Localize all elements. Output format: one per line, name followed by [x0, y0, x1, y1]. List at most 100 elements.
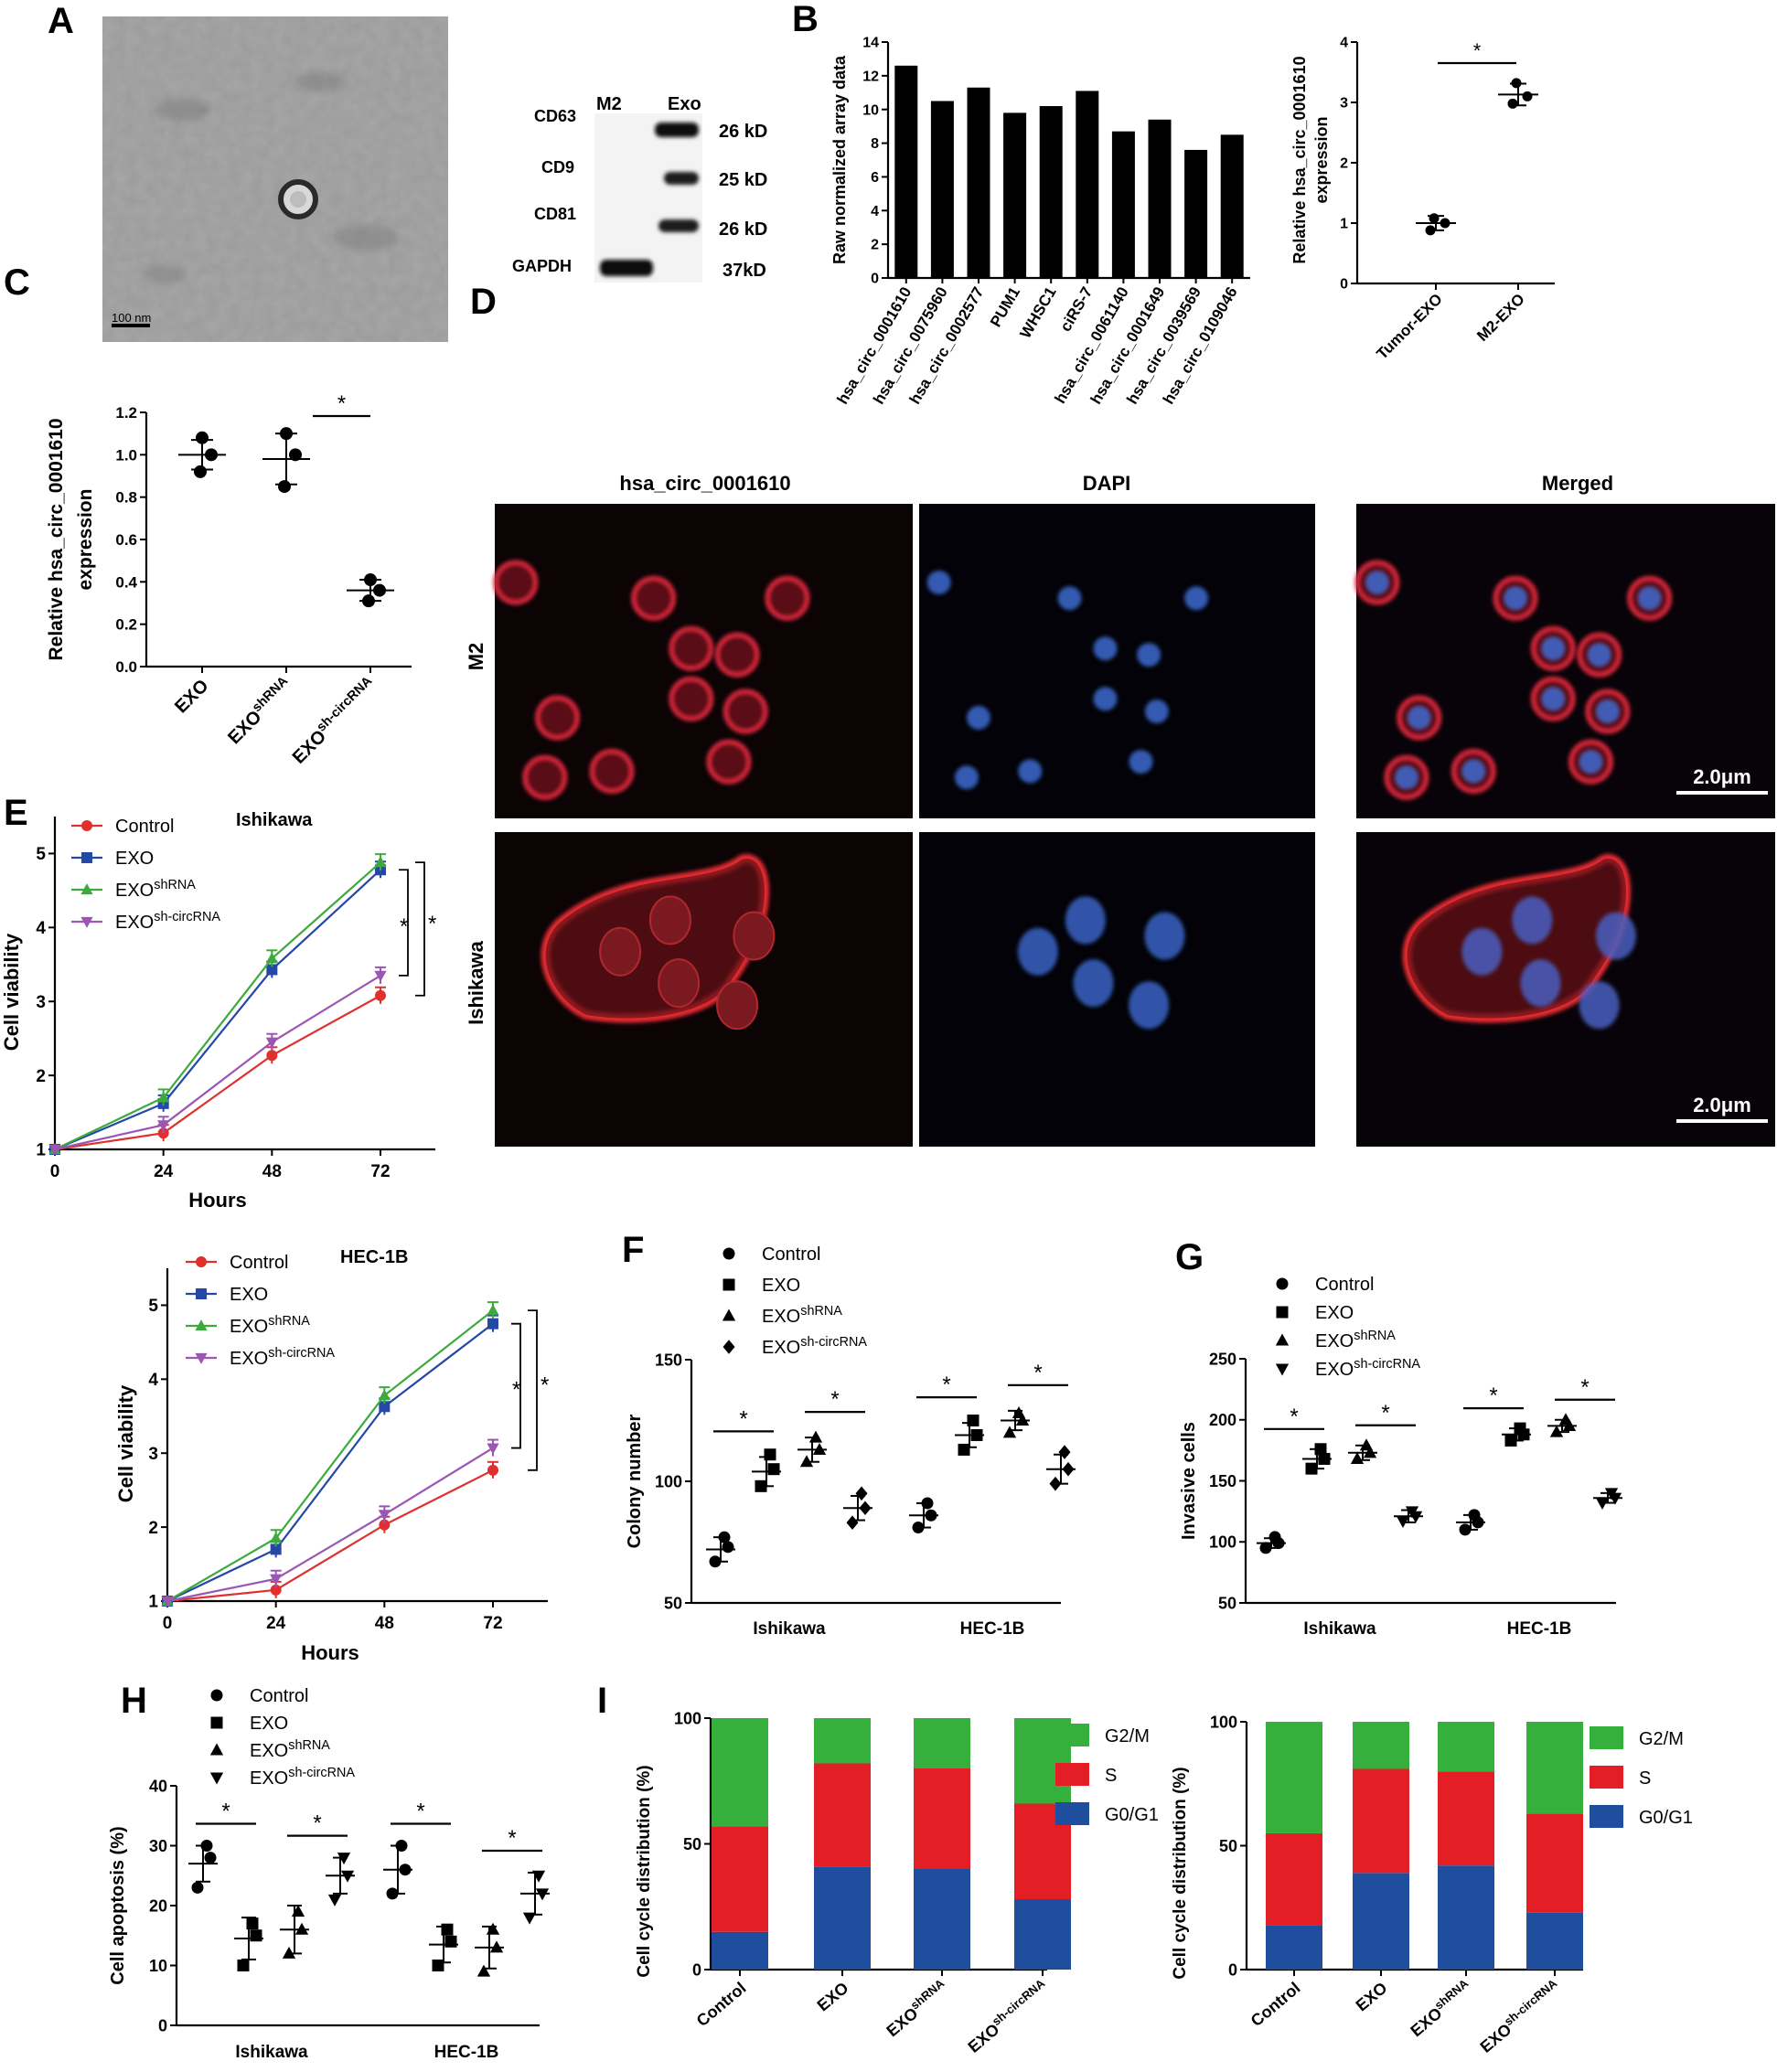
- y-tick-label: 40: [149, 1777, 167, 1795]
- legend-marker: [80, 916, 93, 928]
- legend-label: Control: [250, 1686, 308, 1706]
- data-point: [535, 1888, 550, 1901]
- significance-mark: *: [1473, 39, 1482, 62]
- data-point: [1507, 98, 1518, 109]
- legend-label: G0/G1: [1105, 1805, 1159, 1825]
- legend-marker: [210, 1689, 223, 1702]
- data-point: [487, 1318, 498, 1330]
- significance-mark: *: [1580, 1375, 1589, 1400]
- data-point: [266, 1050, 278, 1062]
- data-point: [1608, 1492, 1622, 1505]
- significance-mark: *: [512, 1378, 520, 1403]
- legend-label: EXOshRNA: [250, 1738, 330, 1761]
- y-tick-label: 0.6: [115, 531, 137, 549]
- stacked-bar-segment: [914, 1718, 970, 1768]
- stacked-bar-segment: [1266, 1722, 1322, 1833]
- stacked-bar-segment: [1353, 1768, 1409, 1874]
- data-point: [476, 1964, 491, 1977]
- legend-label: EXO: [250, 1714, 288, 1734]
- nucleus: [1057, 586, 1082, 611]
- significance-mark: *: [1381, 1401, 1389, 1426]
- y-tick-label: 12: [862, 69, 879, 84]
- data-point: [764, 1448, 776, 1461]
- legend-marker: [723, 1340, 735, 1354]
- panel-letter-e: E: [4, 793, 28, 833]
- x-tick-label: 0: [50, 1162, 60, 1181]
- chart-i-cellcycle-2: 0 50 100 Cell cycle distribution (%) Control…: [1171, 1713, 1693, 2056]
- nucleus: [1093, 687, 1118, 711]
- data-point: [1425, 225, 1436, 236]
- nucleus: [1512, 896, 1553, 945]
- legend-marker: [1275, 1363, 1290, 1376]
- data-point: [1562, 1418, 1577, 1431]
- panel-letter-i: I: [597, 1681, 607, 1721]
- cell-membrane-signal: [765, 575, 810, 621]
- significance-bracket: [415, 861, 425, 997]
- legend-label: Control: [115, 817, 174, 837]
- y-tick-label: 50: [664, 1594, 682, 1612]
- legend-label: Control: [762, 1244, 820, 1265]
- d-col-circ: hsa_circ_0001610: [619, 472, 790, 495]
- significance-mark: *: [416, 1800, 424, 1824]
- data-point: [1272, 1537, 1285, 1550]
- data-point: [1015, 1414, 1030, 1426]
- data-point: [859, 1501, 872, 1516]
- data-point: [709, 1555, 722, 1568]
- y-tick-label: 10: [149, 1957, 167, 1975]
- x-tick-label: Control: [693, 1979, 750, 2030]
- stacked-bar-segment: [1438, 1722, 1494, 1772]
- stacked-bar-segment: [712, 1718, 768, 1827]
- blot-protein-gapdh: GAPDH: [512, 257, 572, 275]
- y-tick-label: 2: [1340, 156, 1348, 172]
- bar: [930, 101, 954, 278]
- blot-size-cd81: 26 kD: [719, 219, 767, 240]
- data-point: [1504, 1434, 1517, 1447]
- bar: [1148, 119, 1172, 278]
- nucleus-outline: [716, 980, 759, 1031]
- data-point: [487, 1464, 498, 1476]
- nucleus: [1461, 759, 1486, 784]
- y-tick-label: 8: [871, 136, 879, 152]
- significance-mark: *: [541, 1372, 549, 1397]
- data-point: [855, 1486, 868, 1501]
- legend-label: EXO: [762, 1276, 800, 1296]
- stacked-bar-segment: [712, 1826, 768, 1932]
- bar: [894, 65, 918, 278]
- data-point: [808, 1430, 823, 1443]
- stacked-bar-segment: [1526, 1813, 1583, 1913]
- y-axis-label: Cell cycle distribution (%): [635, 1765, 654, 1977]
- cell-membrane-signal: [522, 754, 568, 800]
- data-point: [489, 1940, 504, 1953]
- band-cd81-exo: [658, 219, 699, 232]
- y-axis-label: Cell viability: [114, 1384, 137, 1502]
- data-point: [967, 1415, 979, 1426]
- x-axis-label: Hours: [301, 1641, 359, 1664]
- legend-marker: [209, 1772, 224, 1785]
- legend-swatch: [1055, 1724, 1089, 1746]
- chart-title: Ishikawa: [236, 810, 313, 830]
- chart-c-scatter: 0.0 0.2 0.4 0.6 0.8 1.0 1.2 Relative hsa_circ_0…: [46, 391, 412, 768]
- y-tick-label: 50: [1219, 1837, 1237, 1855]
- data-point: [767, 1463, 780, 1476]
- panel-letter-a: A: [48, 1, 74, 41]
- data-point: [375, 989, 386, 1001]
- significance-bracket: [511, 1322, 521, 1449]
- band-cd9-exo: [664, 172, 699, 185]
- x-tick-label: 72: [370, 1162, 390, 1181]
- legend-label: Control: [230, 1253, 288, 1273]
- bar: [967, 87, 990, 278]
- data-point: [246, 1917, 259, 1930]
- significance-mark: *: [400, 914, 408, 939]
- x-tick-label: 72: [483, 1614, 502, 1633]
- d-col-dapi: DAPI: [1083, 472, 1131, 495]
- bar: [1220, 134, 1244, 278]
- data-point: [1549, 1425, 1564, 1437]
- legend-label: EXOsh-circRNA: [230, 1346, 335, 1369]
- significance-bracket: [399, 869, 409, 977]
- panel-letter-g: G: [1175, 1237, 1204, 1277]
- legend-swatch: [1590, 1805, 1623, 1828]
- y-tick-label: 50: [683, 1835, 701, 1853]
- y-tick-label: 2: [871, 238, 879, 253]
